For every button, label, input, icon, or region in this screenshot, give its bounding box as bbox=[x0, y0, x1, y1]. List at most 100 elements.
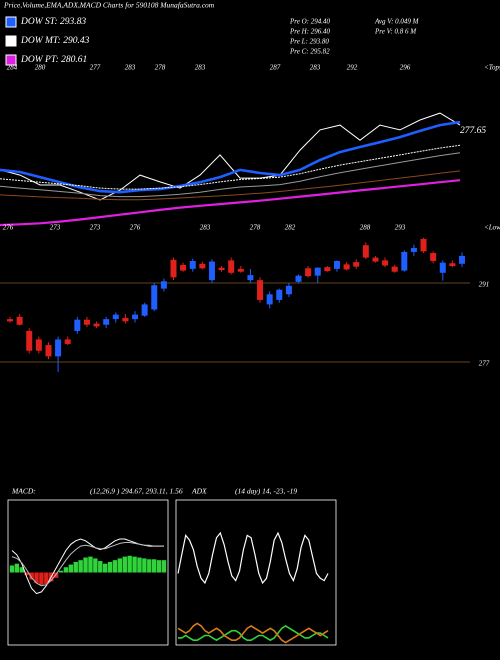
histogram-bar bbox=[53, 572, 59, 578]
candle-body bbox=[439, 262, 446, 273]
series-line bbox=[0, 179, 461, 227]
histogram-bar bbox=[19, 567, 25, 573]
histogram-bar bbox=[88, 556, 93, 573]
histogram-bar bbox=[93, 558, 98, 573]
chart-title: Price,Volume,EMA,ADX,MACD Charts for 590… bbox=[3, 1, 215, 10]
candle-body bbox=[353, 262, 360, 267]
histogram-bar bbox=[117, 558, 123, 573]
histogram-bar bbox=[14, 563, 20, 573]
histogram-bar bbox=[122, 556, 127, 573]
histogram-bar bbox=[151, 559, 157, 573]
candle-body bbox=[170, 259, 177, 278]
histogram-bar bbox=[142, 558, 147, 573]
histogram-bar bbox=[68, 564, 74, 573]
low-label: 288 bbox=[360, 224, 371, 232]
series-line bbox=[0, 144, 461, 190]
candle-body bbox=[208, 261, 215, 281]
histogram-bar bbox=[132, 556, 137, 573]
histogram-bar bbox=[147, 559, 152, 573]
info-label: Pre V: 0.8 6 M bbox=[374, 28, 417, 36]
top-label: 277 bbox=[90, 64, 101, 72]
histogram-bar bbox=[73, 561, 78, 573]
tops-label: <Tops bbox=[484, 64, 500, 72]
candle-body bbox=[391, 266, 398, 272]
legend-label: DOW MT: 290.43 bbox=[20, 36, 90, 46]
y-tick-label: 291 bbox=[479, 281, 490, 289]
top-label: 284 bbox=[7, 64, 18, 72]
info-label: Pre C: 295.82 bbox=[289, 48, 330, 56]
info-label: Avg V: 0.049 M bbox=[374, 18, 420, 26]
candle-body bbox=[333, 260, 340, 269]
low-label: 293 bbox=[395, 224, 406, 232]
top-label: 292 bbox=[347, 64, 358, 72]
panel-subtitle: (12,26,9 ) 294.67, 293.11, 1.56 bbox=[90, 487, 183, 496]
top-label: 287 bbox=[270, 64, 281, 72]
candle-body bbox=[7, 319, 13, 322]
candle-body bbox=[257, 280, 264, 300]
y-tick-label: 277 bbox=[479, 360, 490, 368]
low-label: 278 bbox=[250, 224, 261, 232]
histogram-bar bbox=[102, 563, 108, 573]
candle-body bbox=[151, 285, 158, 310]
histogram-bar bbox=[107, 561, 113, 573]
histogram-bar bbox=[83, 557, 88, 573]
legend-swatch bbox=[5, 54, 17, 66]
macd-panel bbox=[7, 499, 169, 646]
candle-body bbox=[401, 251, 408, 271]
histogram-bar bbox=[156, 560, 162, 573]
histogram-bar bbox=[44, 572, 49, 584]
histogram-bar bbox=[112, 560, 118, 573]
histogram-bar bbox=[137, 557, 142, 573]
adx-line bbox=[177, 622, 329, 644]
macd-line bbox=[11, 542, 164, 587]
candle-body bbox=[199, 263, 206, 269]
low-label: 273 bbox=[50, 224, 61, 232]
candle-body bbox=[180, 264, 187, 271]
candle-body bbox=[285, 285, 292, 295]
candle-body bbox=[45, 345, 52, 357]
top-label: 296 bbox=[400, 64, 411, 72]
legend-label: DOW PT: 280.61 bbox=[20, 55, 87, 65]
top-label: 280 bbox=[35, 64, 46, 72]
last-value-label: 277.65 bbox=[460, 126, 486, 136]
candle-body bbox=[132, 314, 139, 320]
candle-body bbox=[237, 268, 244, 272]
info-label: Pre O: 294.40 bbox=[289, 18, 330, 26]
candle-body bbox=[141, 304, 148, 316]
candle-body bbox=[247, 275, 254, 281]
legend-label: DOW ST: 293.83 bbox=[20, 17, 86, 27]
top-label: 283 bbox=[125, 64, 136, 72]
adx-line bbox=[178, 624, 329, 642]
candle-body bbox=[122, 317, 129, 322]
candle-body bbox=[93, 323, 100, 327]
histogram-bar bbox=[161, 560, 167, 573]
legend-swatch bbox=[5, 16, 17, 28]
low-label: 276 bbox=[3, 224, 14, 232]
candle-body bbox=[276, 289, 283, 300]
candle-body bbox=[55, 339, 62, 357]
candle-body bbox=[16, 316, 23, 325]
candle-body bbox=[83, 319, 90, 325]
candle-body bbox=[420, 238, 427, 252]
candle-body bbox=[314, 267, 321, 276]
adx-line bbox=[177, 531, 329, 585]
candle-body bbox=[112, 314, 119, 320]
candle-body bbox=[324, 267, 331, 272]
low-label: 283 bbox=[200, 224, 211, 232]
candle-body bbox=[218, 267, 225, 270]
candle-body bbox=[410, 247, 417, 252]
histogram-bar bbox=[34, 572, 39, 584]
histogram-bar bbox=[9, 565, 15, 573]
candle-body bbox=[74, 319, 81, 331]
candle-body bbox=[295, 275, 302, 282]
candle-body bbox=[26, 330, 33, 351]
series-line bbox=[0, 170, 461, 201]
series-line bbox=[0, 112, 461, 201]
histogram-bar bbox=[58, 570, 64, 573]
candle-body bbox=[35, 339, 42, 351]
panel-title: MACD: bbox=[11, 487, 36, 496]
candle-body bbox=[449, 263, 456, 267]
candle-body bbox=[103, 319, 110, 325]
